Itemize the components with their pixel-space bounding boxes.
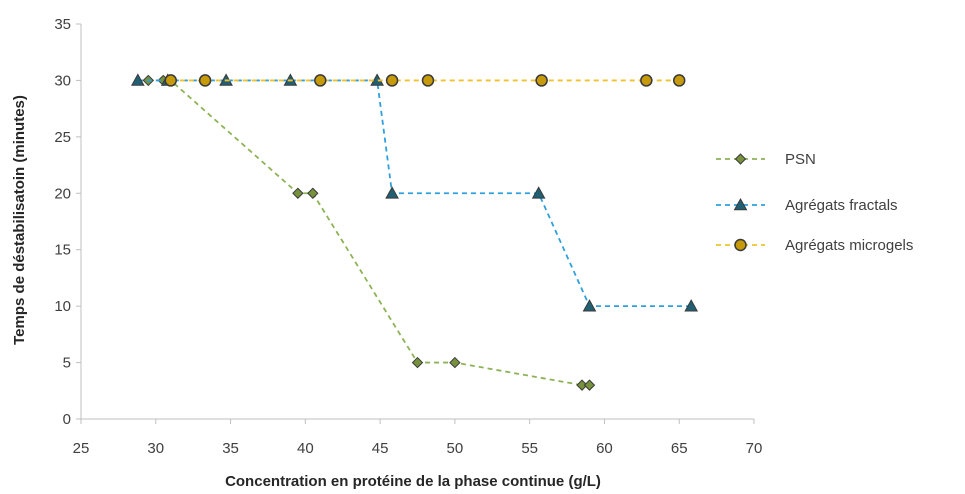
data-point [583,300,595,311]
data-point [293,188,303,198]
data-point [308,188,318,198]
x-tick-label: 25 [73,440,90,457]
legend-label: Agrégats microgels [785,237,913,254]
y-tick-label: 0 [63,411,71,428]
data-point [536,75,547,86]
data-point [674,75,685,86]
y-tick-label: 15 [54,242,71,259]
series-line [138,80,691,306]
x-tick-label: 60 [596,440,613,457]
x-axis-title: Concentration en protéine de la phase co… [225,473,601,490]
data-point [422,75,433,86]
legend-item: Agrégats fractals [716,197,898,214]
data-point [450,358,460,368]
data-point [386,187,398,198]
x-tick-label: 65 [671,440,688,457]
legend-marker [735,240,746,251]
series-line [148,80,589,385]
y-tick-label: 10 [54,298,71,315]
x-tick-label: 50 [447,440,464,457]
series-layer [132,74,697,390]
y-axis-title: Temps de déstabilisatoin (minutes) [11,95,28,345]
x-tick-label: 55 [521,440,538,457]
legend-label: PSN [785,151,816,168]
series-3 [165,75,684,86]
data-point [315,75,326,86]
legend-item: PSN [716,151,816,168]
y-tick-label: 35 [54,16,71,33]
x-tick-label: 35 [222,440,239,457]
legend-label: Agrégats fractals [785,197,898,214]
data-point [200,75,211,86]
data-point [584,380,594,390]
data-point [387,75,398,86]
y-tick-label: 25 [54,129,71,146]
legend: PSN Agrégats fractals Agrégats microgels [716,151,913,254]
x-tick-label: 30 [147,440,164,457]
y-tick-label: 20 [54,185,71,202]
x-tick-label: 40 [297,440,314,457]
data-point [641,75,652,86]
y-tick-label: 30 [54,72,71,89]
series-2 [132,74,697,311]
legend-marker [736,154,746,164]
legend-item: Agrégats microgels [716,237,913,254]
x-tick-label: 45 [372,440,389,457]
data-point [413,358,423,368]
series-1 [143,75,594,390]
y-tick-label: 5 [63,355,71,372]
data-point [165,75,176,86]
x-tick-label: 70 [746,440,763,457]
